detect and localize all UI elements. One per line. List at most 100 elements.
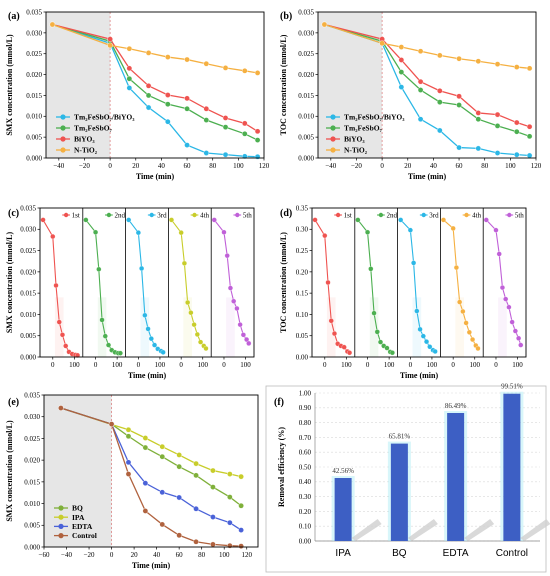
- data-point: [184, 56, 190, 63]
- y-tick-label: 0.025: [20, 247, 36, 255]
- data-point: [456, 102, 462, 108]
- data-point: [513, 151, 520, 158]
- data-point: [193, 505, 199, 512]
- y-tick-label: 0.010: [20, 311, 36, 319]
- series-line-3: [52, 23, 258, 74]
- cycle-legend-marker: [464, 212, 469, 218]
- y-tick-label: 0.15: [296, 290, 309, 298]
- x-tick-label: 0: [110, 551, 114, 559]
- data-point: [107, 42, 113, 49]
- y-tick-label: 0.35: [296, 204, 309, 212]
- data-point: [466, 329, 472, 335]
- data-point: [210, 514, 216, 520]
- bar: [390, 443, 408, 541]
- cycle-label: 4th: [200, 212, 209, 220]
- data-point: [254, 137, 261, 143]
- y-tick-label: 0.010: [24, 500, 40, 508]
- data-point: [99, 317, 105, 323]
- data-point: [503, 296, 509, 302]
- x-tick-label: 80: [198, 551, 206, 559]
- data-point: [227, 542, 233, 549]
- data-point: [450, 225, 456, 231]
- y-tick-label: 0.20: [299, 508, 312, 516]
- data-point: [231, 298, 237, 304]
- legend-entry: BiYO₃: [344, 135, 365, 144]
- data-point: [211, 217, 217, 223]
- cycle-legend-marker: [335, 212, 341, 218]
- data-point: [238, 473, 244, 480]
- x-tick-label: 100: [240, 361, 251, 369]
- x-tick-label: 0: [366, 361, 370, 369]
- cycle-legend-marker: [507, 212, 512, 218]
- data-point: [135, 230, 141, 236]
- data-point: [398, 69, 405, 75]
- data-point: [417, 87, 424, 93]
- data-label: 99.51%: [501, 383, 523, 391]
- data-point: [222, 65, 229, 71]
- data-point: [227, 285, 233, 291]
- x-tick-label: 20: [132, 162, 140, 170]
- cycle-glow: [140, 297, 150, 357]
- data-point: [56, 319, 62, 325]
- series-line-2: [60, 407, 242, 531]
- data-point: [125, 471, 132, 477]
- cycle-legend-marker: [235, 212, 240, 218]
- plot-frame: [39, 207, 255, 358]
- data-point: [437, 52, 443, 59]
- legend-entry: Control: [72, 531, 97, 540]
- y-tick-label: 0.40: [299, 478, 312, 486]
- data-label: 86.49%: [445, 402, 467, 410]
- data-point: [322, 233, 328, 239]
- data-point: [238, 527, 244, 533]
- data-point: [176, 494, 182, 501]
- data-point: [347, 350, 353, 356]
- data-point: [440, 217, 447, 223]
- data-point: [494, 150, 501, 156]
- y-tick-label: 0.010: [298, 113, 314, 121]
- y-tick-label: 0.020: [26, 71, 42, 79]
- x-axis-label: Time (min): [136, 172, 175, 181]
- data-point: [493, 227, 499, 233]
- data-point: [165, 118, 171, 125]
- panel-label: (b): [280, 11, 292, 22]
- data-point: [203, 117, 210, 123]
- cycle-label: 1st: [344, 212, 352, 220]
- data-point: [125, 426, 132, 433]
- x-tick-label: 100: [69, 361, 80, 369]
- legend-swatch-marker: [58, 523, 64, 530]
- x-tick-label: 0: [380, 162, 384, 170]
- data-point: [398, 217, 404, 223]
- data-point: [494, 61, 501, 67]
- data-point: [475, 145, 482, 152]
- data-point: [475, 58, 482, 65]
- y-tick-label: 0.030: [26, 29, 42, 37]
- data-point: [125, 459, 132, 466]
- y-tick-label: 0.015: [298, 92, 314, 100]
- data-point: [368, 266, 374, 272]
- y-tick-label: 0.010: [26, 113, 42, 121]
- data-point: [83, 217, 89, 223]
- x-tick-label: 40: [158, 162, 166, 170]
- x-tick-label: 100: [512, 361, 523, 369]
- legend-swatch-marker: [58, 505, 64, 511]
- data-point: [160, 349, 166, 355]
- data-point: [341, 344, 347, 350]
- y-axis-label: SMX concentration (mmol/L): [5, 232, 14, 334]
- data-point: [417, 116, 424, 123]
- x-tick-label: 100: [197, 361, 208, 369]
- x-tick-label: 20: [131, 551, 139, 559]
- x-tick-label: −40: [61, 551, 72, 559]
- legend-swatch-marker: [330, 125, 336, 131]
- data-point: [506, 304, 512, 310]
- y-tick-label: 0.90: [299, 404, 312, 412]
- data-point: [457, 299, 463, 305]
- data-point: [518, 342, 524, 348]
- x-tick-label: 60: [456, 162, 464, 170]
- cycle-glow: [54, 297, 64, 357]
- data-point: [142, 444, 149, 451]
- cycle-label: 1st: [72, 212, 80, 220]
- data-point: [423, 339, 430, 345]
- cycle-glow: [369, 297, 379, 357]
- data-point: [512, 328, 518, 334]
- data-point: [193, 538, 199, 545]
